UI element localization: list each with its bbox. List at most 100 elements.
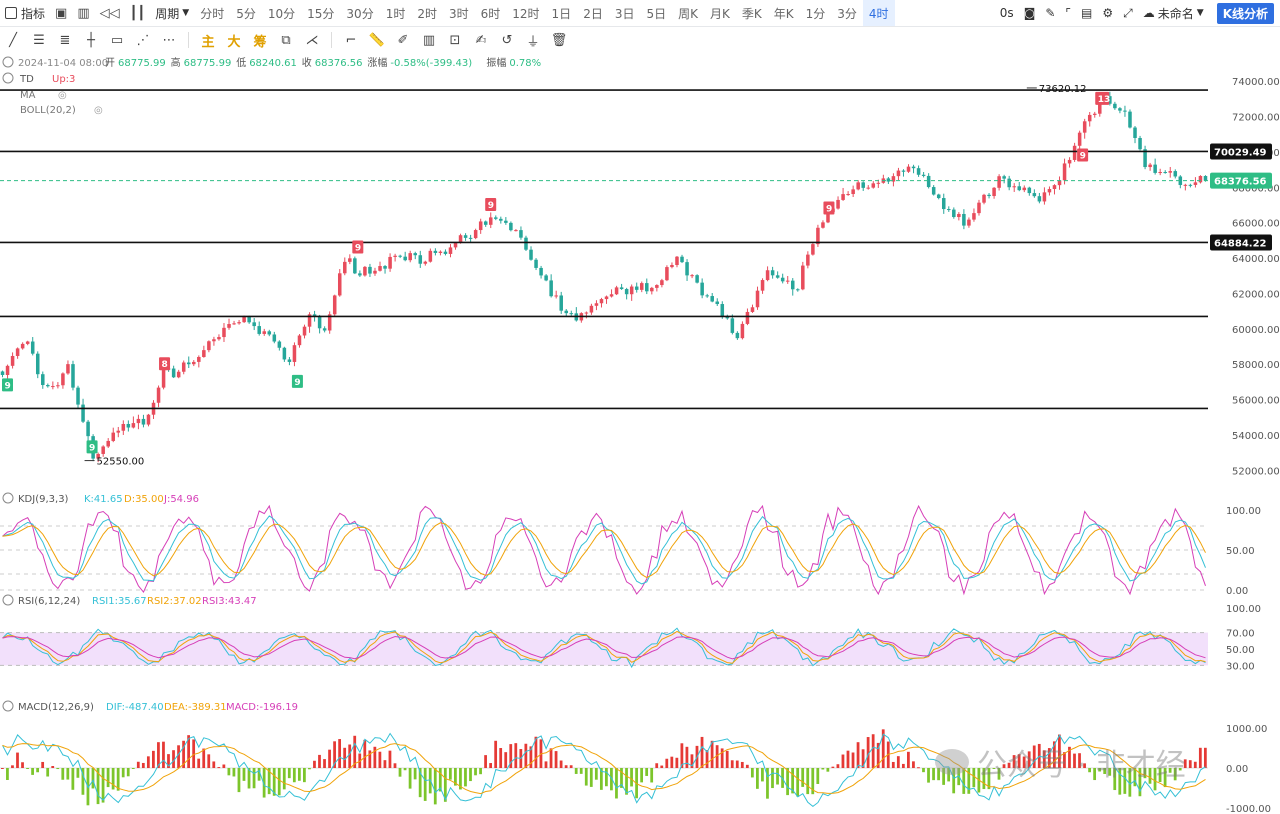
period-9[interactable]: 12时 xyxy=(512,6,540,21)
eye-off-icon[interactable]: ◎ xyxy=(94,105,103,116)
period-17[interactable]: 年K xyxy=(773,6,794,21)
period-7[interactable]: 3时 xyxy=(448,6,469,21)
period-1[interactable]: 5分 xyxy=(236,6,256,21)
candles-icon[interactable]: ▥ xyxy=(422,32,436,48)
td-marker xyxy=(159,357,171,371)
kline-analysis-button[interactable]: K线分析 xyxy=(1216,2,1274,24)
macd-bar xyxy=(776,768,779,785)
macd-bar xyxy=(31,768,34,775)
trend-line-icon[interactable]: ╱ xyxy=(9,32,17,48)
macd-bar xyxy=(182,740,185,768)
td-marker xyxy=(291,374,303,388)
candle-body xyxy=(30,341,35,354)
calendar-button[interactable]: ▣ xyxy=(50,0,72,26)
layout-button[interactable]: ▥ xyxy=(72,0,94,26)
rectangle-icon[interactable]: ▭ xyxy=(110,32,124,48)
candle-body xyxy=(1188,184,1193,186)
filter-icon[interactable]: ⏚ xyxy=(526,34,540,50)
indicator-button[interactable]: 指标 xyxy=(0,0,50,26)
candle-body xyxy=(1062,163,1067,181)
note-icon[interactable]: ✍ xyxy=(475,32,487,48)
period-dropdown[interactable]: 周期 ▼ xyxy=(150,0,194,26)
period-4[interactable]: 30分 xyxy=(346,6,374,21)
layout-name-dropdown[interactable]: ☁ 未命名 ▼ xyxy=(1138,0,1209,26)
fib-icon[interactable]: ⋰ xyxy=(136,32,150,48)
period-15[interactable]: 月K xyxy=(709,6,730,21)
magnet-icon[interactable]: ⋌ xyxy=(305,32,319,48)
candle-style-button[interactable]: ┃┃ xyxy=(125,0,151,26)
macd-bar xyxy=(584,768,588,786)
collapse-icon[interactable] xyxy=(2,56,14,68)
frame-icon[interactable]: ⌜ xyxy=(1065,6,1072,20)
period-13[interactable]: 5日 xyxy=(646,6,667,21)
eraser-icon[interactable]: ↺ xyxy=(501,32,513,48)
macd-bar xyxy=(917,767,920,769)
macd-bar xyxy=(141,762,145,768)
macd-bar xyxy=(6,768,9,780)
fullscreen-icon[interactable]: ⤢ xyxy=(1123,5,1133,20)
ruler-icon[interactable]: 📏 xyxy=(368,32,386,48)
period-8[interactable]: 6时 xyxy=(480,6,501,21)
brush-icon[interactable]: ✐ xyxy=(397,32,409,48)
candle-body xyxy=(161,368,166,388)
period-16[interactable]: 季K xyxy=(741,6,762,21)
macd-bar xyxy=(433,768,437,805)
horizontal-line-icon[interactable]: ┼ xyxy=(87,32,95,48)
macd-bar xyxy=(705,750,709,768)
period-12[interactable]: 3日 xyxy=(614,6,635,21)
select-icon[interactable]: ⌐ xyxy=(345,32,357,48)
macd-bar xyxy=(363,739,367,768)
period-2[interactable]: 10分 xyxy=(267,6,296,21)
candle-body xyxy=(735,332,740,339)
settings-icon[interactable]: ⚙ xyxy=(1102,6,1114,20)
more-icon[interactable]: ⋯ xyxy=(162,32,176,48)
image-icon[interactable]: ▤ xyxy=(1081,6,1093,20)
period-20[interactable]: 4时 xyxy=(862,0,895,26)
candle-body xyxy=(227,324,231,328)
macd-bar xyxy=(373,746,377,768)
period-14[interactable]: 周K xyxy=(678,6,698,21)
period-5[interactable]: 1时 xyxy=(385,6,406,21)
parallel-lines-icon[interactable]: ☰ xyxy=(33,32,45,48)
candle-body xyxy=(332,295,337,315)
period-18[interactable]: 1分 xyxy=(805,6,826,21)
macd-bar xyxy=(106,768,110,788)
big-order-button[interactable]: 大 xyxy=(227,34,241,50)
collapse-icon[interactable] xyxy=(2,72,14,84)
collapse-icon[interactable] xyxy=(2,594,14,606)
chip-button[interactable]: 筹 xyxy=(253,34,267,50)
period-0[interactable]: 分时 xyxy=(200,6,225,21)
drawing-toolbar: ╱ ☰ ≣ ┼ ▭ ⋰ ⋯ 主 大 筹 ⧉ ⋌ ⌐ 📏 ✐ ▥ ⊡ ✍ ↺ ⏚ … xyxy=(0,27,1280,53)
collapse-icon[interactable] xyxy=(2,492,14,504)
macd-bar xyxy=(1148,768,1152,784)
top-toolbar: 指标 ▣ ▥ ◁◁ ┃┃ 周期 ▼ 分时 5分 10分 15分 30分 1时 2时 3时 6时 1… xyxy=(0,0,1280,27)
rsi-legend: RSI(6,12,24) RSI1:35.67 RSI2:37.02 RSI3:… xyxy=(2,594,257,607)
candle-body xyxy=(947,209,951,211)
main-price-pane: 52000.00 54000.00 56000.00 58000.00 60000.00… xyxy=(0,77,1280,477)
camera-icon[interactable]: ◙ xyxy=(1023,6,1036,20)
rsi-3: RSI3:43.47 xyxy=(202,596,257,607)
period-19[interactable]: 3分 xyxy=(837,6,857,21)
macd-bar xyxy=(1012,755,1016,768)
pencil-icon[interactable]: ✎ xyxy=(1045,6,1056,20)
period-11[interactable]: 2日 xyxy=(583,6,603,21)
candle-body xyxy=(453,242,458,248)
macd-bar xyxy=(534,736,538,768)
period-10[interactable]: 1日 xyxy=(551,6,572,21)
period-3[interactable]: 15分 xyxy=(307,6,335,21)
y-tick-label: 52000.00 xyxy=(1232,466,1280,477)
channel-icon[interactable]: ≣ xyxy=(59,32,71,48)
macd-bar xyxy=(650,768,654,783)
macd-bar xyxy=(509,744,513,768)
eye-off-icon[interactable]: ◎ xyxy=(58,90,67,101)
trash-icon[interactable]: 🗑 xyxy=(550,32,568,48)
collapse-icon[interactable] xyxy=(2,700,14,712)
step-back-button[interactable]: ◁◁ xyxy=(95,0,125,26)
y-tick-label: -1000.00 xyxy=(1226,804,1271,814)
main-chart-button[interactable]: 主 xyxy=(201,34,215,50)
lock-icon[interactable]: ⊡ xyxy=(449,32,461,48)
candle-body xyxy=(257,326,261,334)
copy-icon[interactable]: ⧉ xyxy=(281,32,291,48)
period-6[interactable]: 2时 xyxy=(417,6,437,21)
